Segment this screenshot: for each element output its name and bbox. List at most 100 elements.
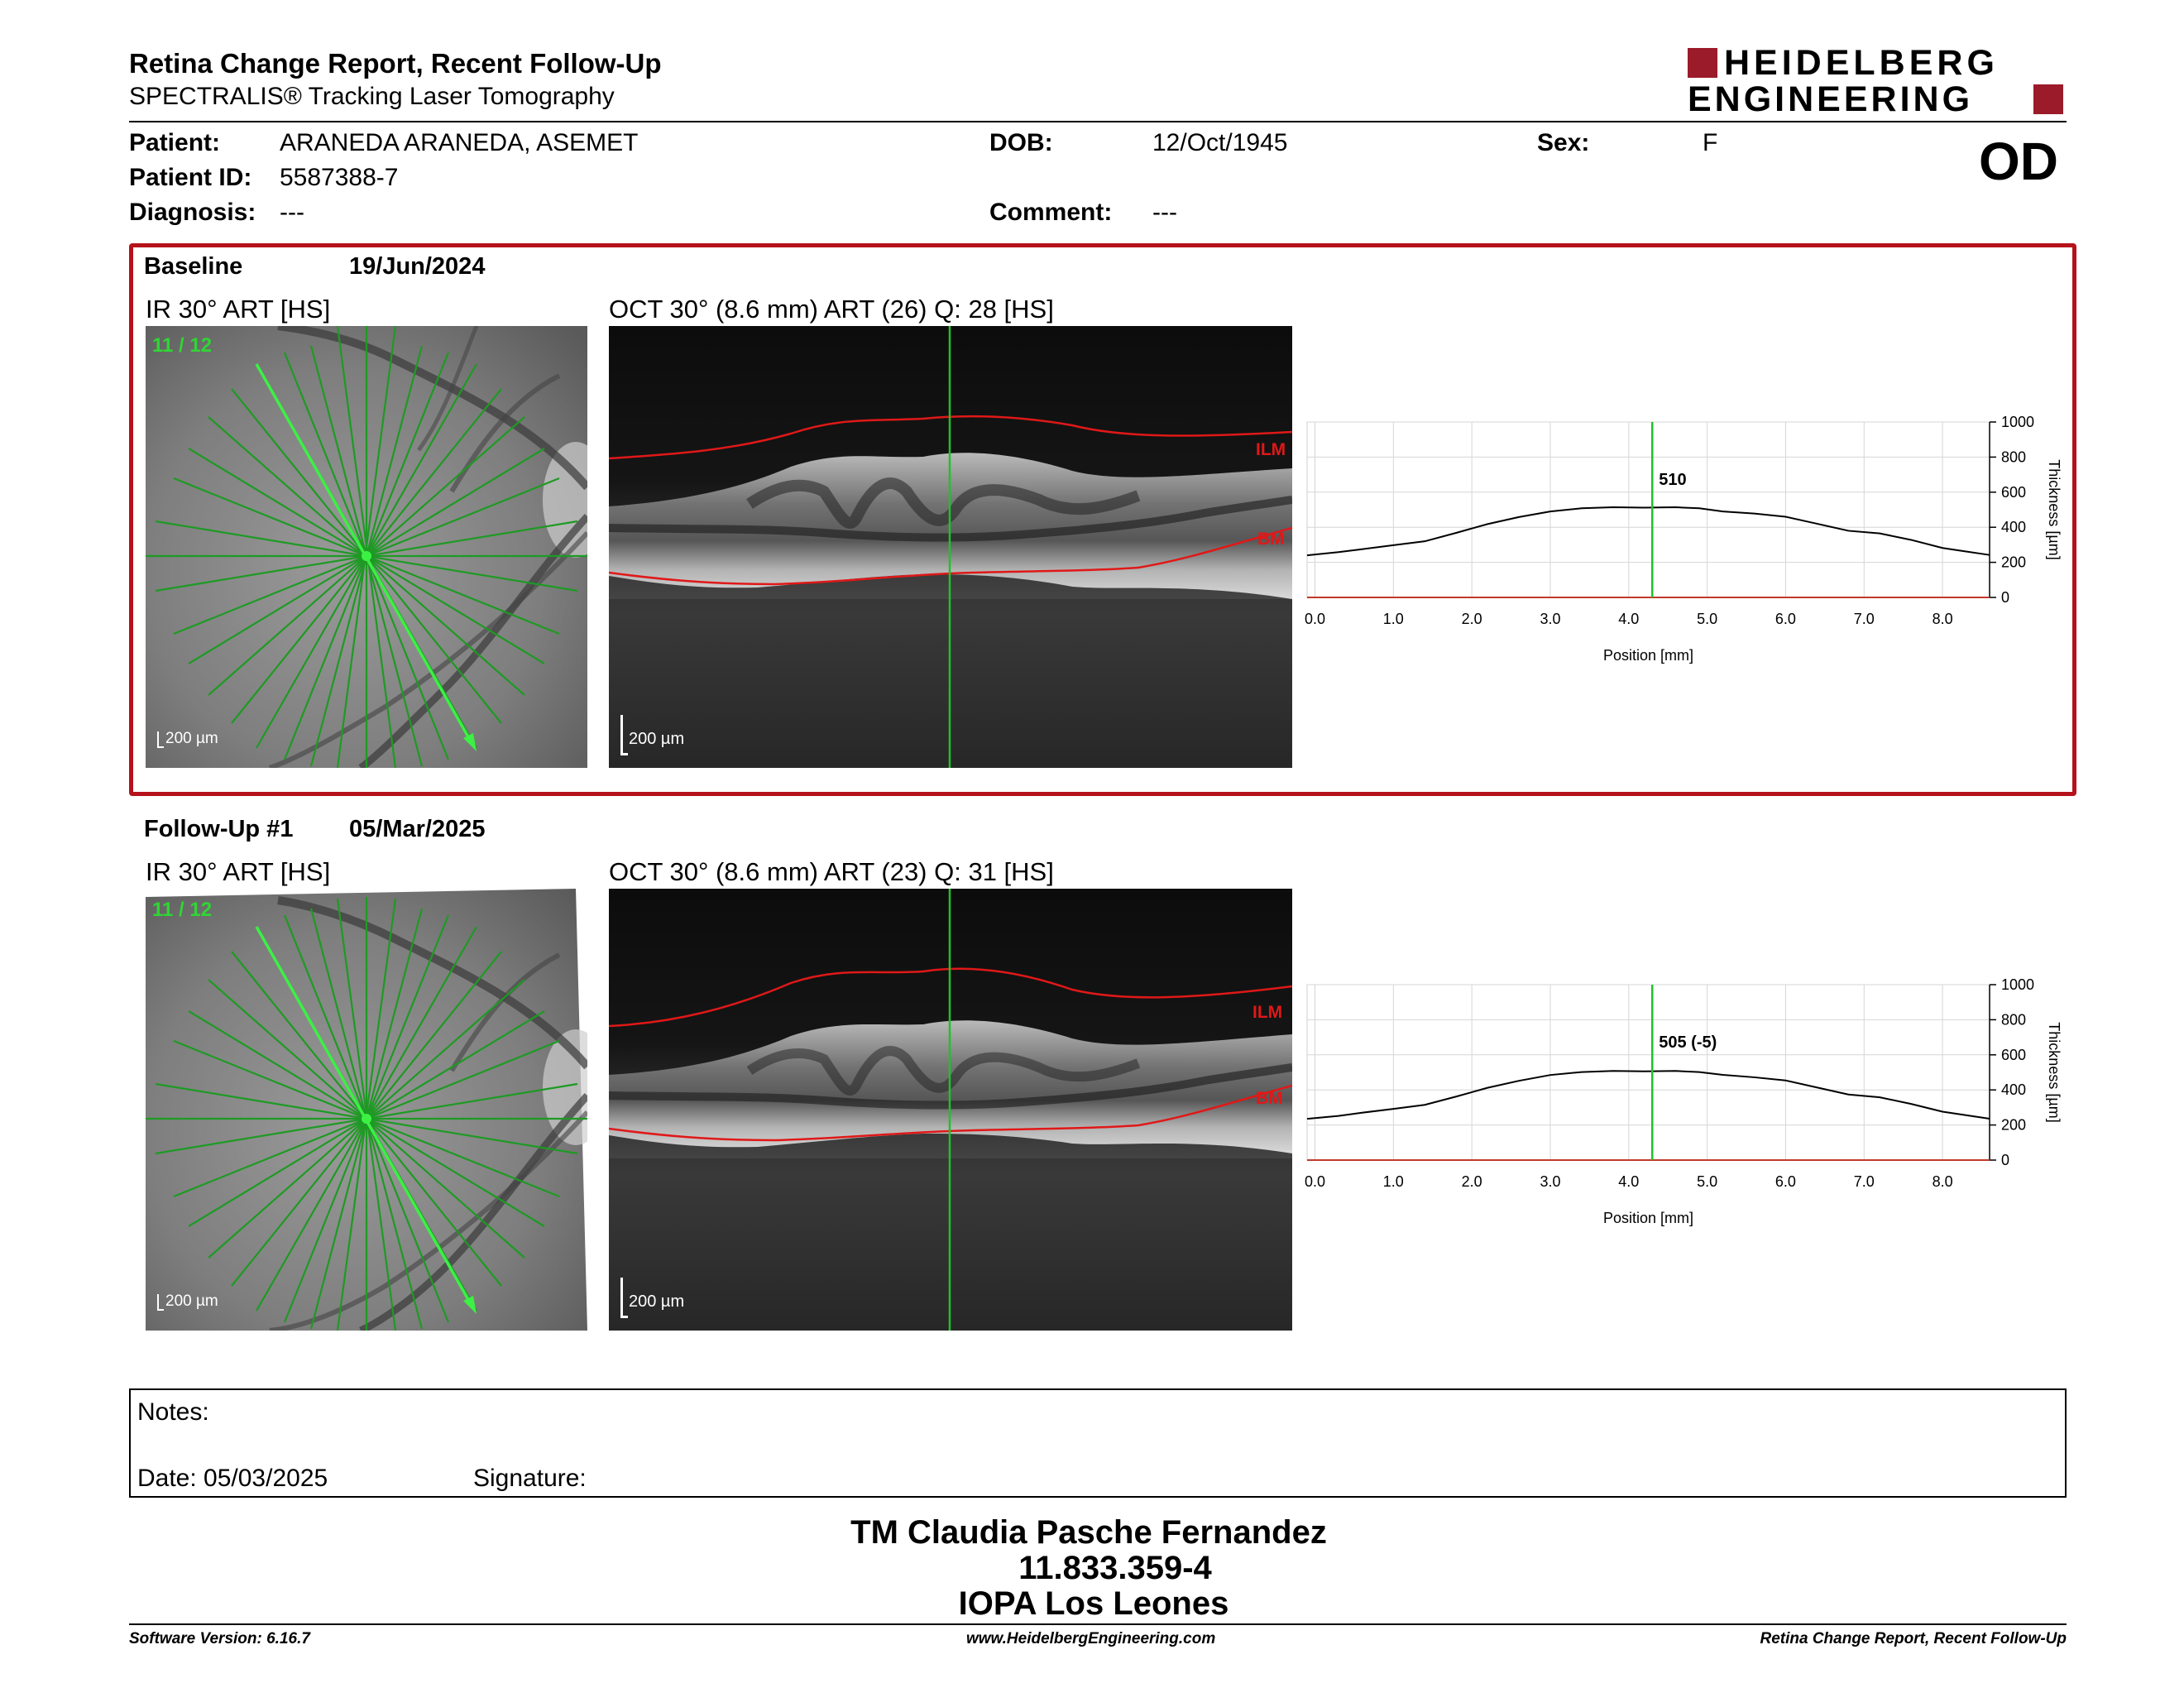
patient-id-value: 5587388-7 — [280, 164, 399, 191]
baseline-frame — [129, 243, 2076, 796]
signatory-name: TM Claudia Pasche Fernandez — [850, 1514, 1327, 1551]
patient-name: ARANEDA ARANEDA, ASEMET — [280, 129, 639, 156]
baseline-ir-caption: IR 30° ART [HS] — [146, 295, 331, 324]
followup-date: 05/Mar/2025 — [349, 816, 486, 842]
logo-text-engineering: ENGINEERING — [1688, 79, 1974, 119]
signatory-id: 11.833.359-4 — [1018, 1550, 1212, 1586]
y-tick-label: 800 — [2001, 448, 2026, 465]
baseline-ilm-label: ILM — [1256, 440, 1286, 459]
x-tick-label: 7.0 — [1854, 611, 1875, 627]
comment-label: Comment: — [989, 199, 1113, 226]
followup-ir-scale-label: 200 µm — [165, 1292, 218, 1310]
x-tick-label: 1.0 — [1383, 611, 1404, 627]
baseline-bm-label: BM — [1257, 530, 1285, 549]
x-tick-label: 4.0 — [1618, 611, 1639, 627]
followup-oct-svg — [609, 889, 1292, 1331]
x-tick-label: 2.0 — [1462, 611, 1482, 627]
followup-oct-scalebar — [620, 1278, 628, 1318]
followup-oct-bscan-image[interactable]: ILM BM 200 µm — [609, 889, 1292, 1331]
x-tick-label: 7.0 — [1854, 1173, 1875, 1190]
baseline-thickness-chart: 0.0 1.0 2.0 3.0 4.0 5.0 6.0 7.0 8.0 0 200 400 600 800… — [1291, 409, 2085, 682]
followup-ir-fundus-image[interactable]: 11 / 12 200 µm — [146, 889, 587, 1331]
followup-ilm-label: ILM — [1252, 1003, 1283, 1022]
heidelberg-logo: HEIDELBERG ENGINEERING — [1688, 45, 2068, 117]
diagnosis-value: --- — [280, 199, 304, 226]
logo-square-top — [1688, 48, 1717, 78]
signatory-org: IOPA Los Leones — [958, 1585, 1229, 1622]
baseline-label: Baseline — [144, 253, 243, 280]
y-tick-label: 200 — [2001, 554, 2026, 571]
followup-ir-caption: IR 30° ART [HS] — [146, 857, 331, 886]
baseline-date: 19/Jun/2024 — [349, 253, 486, 280]
logo-square-bottom — [2033, 84, 2063, 114]
x-tick-label: 8.0 — [1933, 611, 1953, 627]
baseline-chart-svg: 0.0 1.0 2.0 3.0 4.0 5.0 6.0 7.0 8.0 0 200 400 600 800… — [1305, 414, 2062, 664]
patient-id-label: Patient ID: — [129, 164, 252, 191]
logo-text-heidelberg: HEIDELBERG — [1724, 43, 1999, 83]
x-tick-label: 6.0 — [1775, 611, 1796, 627]
y-axis-label: Thickness [µm] — [2046, 1022, 2062, 1122]
footer-website-link[interactable]: www.HeidelbergEngineering.com — [966, 1630, 1216, 1647]
baseline-oct-caption: OCT 30° (8.6 mm) ART (26) Q: 28 [HS] — [609, 295, 1054, 324]
followup-fundus-svg — [146, 889, 587, 1331]
baseline-ir-scalebar — [157, 731, 164, 748]
sex-value: F — [1703, 129, 1718, 156]
footer-report-name: Retina Change Report, Recent Follow-Up — [1760, 1630, 2067, 1647]
baseline-oct-scale-label: 200 µm — [629, 730, 685, 748]
followup-label: Follow-Up #1 — [144, 816, 294, 842]
baseline-oct-svg — [609, 326, 1292, 768]
footer-divider — [129, 1623, 2067, 1625]
x-tick-label: 0.0 — [1305, 1173, 1325, 1190]
baseline-oct-scalebar — [620, 715, 628, 755]
header-divider — [129, 121, 2067, 122]
baseline-oct-bscan-image[interactable]: ILM BM 200 µm — [609, 326, 1292, 768]
y-tick-label: 800 — [2001, 1011, 2026, 1028]
report-subtitle: SPECTRALIS® Tracking Laser Tomography — [129, 83, 615, 110]
dob-label: DOB: — [989, 129, 1053, 156]
followup-oct-caption: OCT 30° (8.6 mm) ART (23) Q: 31 [HS] — [609, 857, 1054, 886]
x-tick-label: 8.0 — [1933, 1173, 1953, 1190]
cursor-value-label: 510 — [1659, 471, 1686, 489]
x-tick-label: 2.0 — [1462, 1173, 1482, 1190]
y-tick-label: 0 — [2001, 589, 2009, 606]
y-tick-label: 1000 — [2001, 976, 2034, 993]
followup-thickness-chart: 0.0 1.0 2.0 3.0 4.0 5.0 6.0 7.0 8.0 0 200 400 600 800… — [1291, 971, 2085, 1244]
x-tick-label: 3.0 — [1540, 1173, 1560, 1190]
x-tick-label: 5.0 — [1697, 1173, 1717, 1190]
x-tick-label: 1.0 — [1383, 1173, 1404, 1190]
y-axis-label: Thickness [µm] — [2046, 459, 2062, 559]
y-tick-label: 400 — [2001, 1081, 2026, 1098]
plot-area — [1306, 984, 1990, 1161]
x-axis-label: Position [mm] — [1603, 647, 1693, 664]
y-tick-label: 600 — [2001, 484, 2026, 501]
y-tick-label: 200 — [2001, 1117, 2026, 1134]
dob-value: 12/Oct/1945 — [1152, 129, 1288, 156]
signature-label: Signature: — [473, 1465, 587, 1492]
plot-area — [1306, 421, 1990, 598]
y-tick-label: 1000 — [2001, 414, 2034, 430]
followup-bm-label: BM — [1256, 1089, 1283, 1108]
notes-box: Notes: Date: 05/03/2025 Signature: — [129, 1388, 2067, 1498]
diagnosis-label: Diagnosis: — [129, 199, 256, 226]
followup-chart-svg: 0.0 1.0 2.0 3.0 4.0 5.0 6.0 7.0 8.0 0 200 400 600 800… — [1305, 976, 2062, 1226]
baseline-scan-index: 11 / 12 — [152, 334, 213, 357]
y-tick-label: 600 — [2001, 1047, 2026, 1063]
thickness-line — [1306, 506, 1990, 557]
notes-date: Date: 05/03/2025 — [137, 1465, 328, 1492]
notes-label: Notes: — [137, 1398, 209, 1426]
y-tick-label: 0 — [2001, 1152, 2009, 1168]
x-axis-label: Position [mm] — [1603, 1210, 1693, 1226]
comment-value: --- — [1152, 199, 1177, 226]
report-title: Retina Change Report, Recent Follow-Up — [129, 48, 662, 79]
thickness-line — [1306, 1070, 1990, 1120]
x-tick-label: 6.0 — [1775, 1173, 1796, 1190]
x-tick-label: 3.0 — [1540, 611, 1560, 627]
sex-label: Sex: — [1537, 129, 1590, 156]
cursor-value-label: 505 (-5) — [1659, 1033, 1717, 1052]
baseline-ir-fundus-image[interactable]: 11 / 12 200 µm — [146, 326, 587, 768]
patient-label: Patient: — [129, 129, 221, 156]
x-tick-label: 0.0 — [1305, 611, 1325, 627]
followup-oct-scale-label: 200 µm — [629, 1292, 685, 1311]
baseline-fundus-svg — [146, 326, 587, 768]
footer-software-version: Software Version: 6.16.7 — [129, 1630, 310, 1647]
